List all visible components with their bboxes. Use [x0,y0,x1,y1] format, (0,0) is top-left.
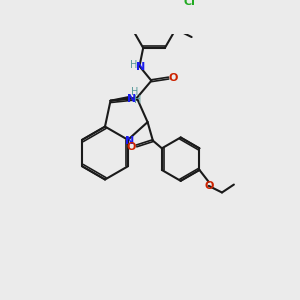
Text: H: H [130,60,137,70]
Text: N: N [136,62,146,73]
Text: H: H [134,95,142,105]
Text: O: O [127,142,136,152]
Text: O: O [205,181,214,191]
Text: N: N [127,94,136,104]
Text: O: O [169,73,178,83]
Text: Cl: Cl [183,0,195,8]
Text: N: N [125,136,135,146]
Text: H: H [131,87,139,97]
